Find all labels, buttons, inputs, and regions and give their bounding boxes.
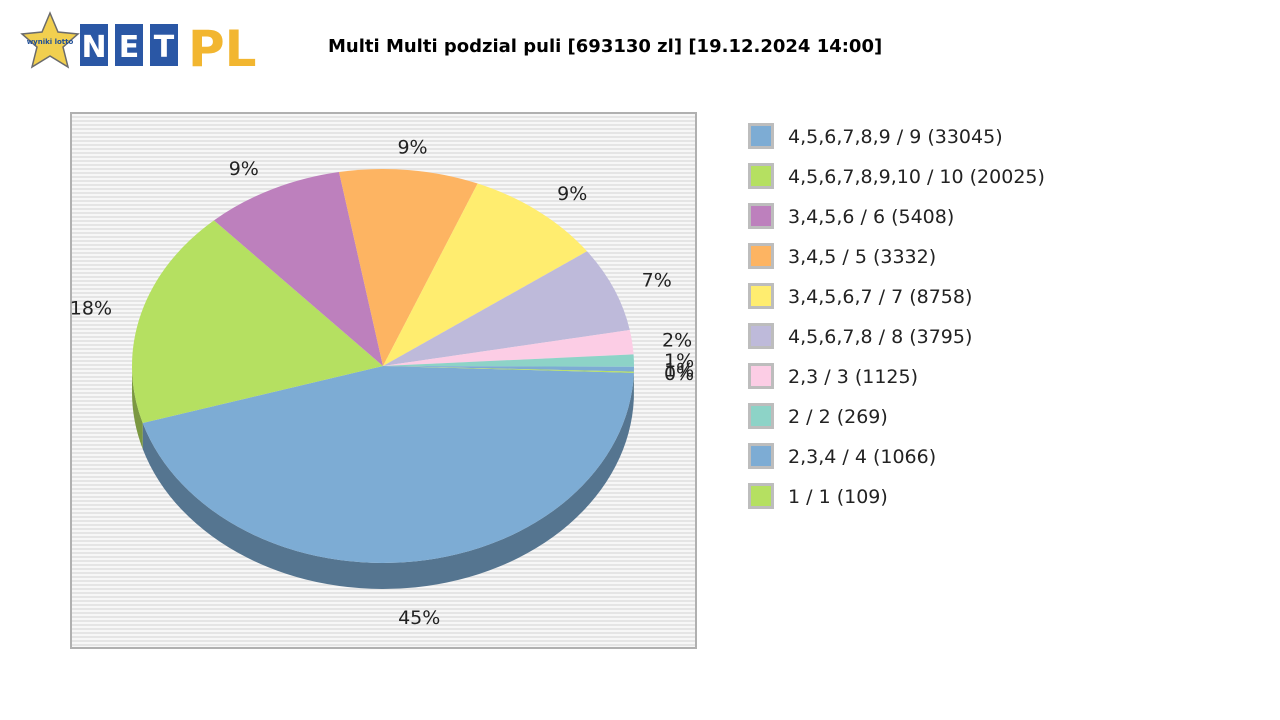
legend-label: 3,4,5,6,7 / 7 (8758)	[788, 286, 973, 308]
pie-slices	[131, 168, 635, 564]
pie-pct-label: 2%	[662, 329, 692, 351]
pie-depth	[132, 366, 634, 590]
legend-label: 3,4,5 / 5 (3332)	[788, 246, 937, 268]
pie-pct-label: 9%	[557, 183, 587, 205]
legend-item: 4,5,6,7,8,9 / 9 (33045)	[748, 122, 1045, 162]
star-icon	[20, 11, 80, 69]
legend-label: 4,5,6,7,8,9,10 / 10 (20025)	[788, 166, 1045, 188]
pie-labels: 45%18%9%9%9%7%2%1%1%0%	[70, 137, 694, 629]
legend-label: 2 / 2 (269)	[788, 406, 888, 428]
logo-badge-text: wyniki lotto	[27, 38, 74, 46]
pie-pct-label: 9%	[229, 158, 259, 180]
legend-item: 3,4,5,6 / 6 (5408)	[748, 202, 1045, 242]
pie-pct-label: 7%	[642, 270, 672, 292]
pie-pct-label: 0%	[664, 363, 694, 385]
pie-slice-4-5-6-7-8-8-3795	[383, 251, 630, 366]
logo-letter-n: N	[81, 30, 106, 65]
pie-slice-3-4-5-5-3332	[339, 168, 478, 366]
legend-item: 2,3,4 / 4 (1066)	[748, 442, 1045, 482]
legend-swatch	[748, 243, 774, 269]
logo-box-3	[150, 24, 178, 66]
legend-label: 4,5,6,7,8,9 / 9 (33045)	[788, 126, 1003, 148]
legend-item: 3,4,5 / 5 (3332)	[748, 242, 1045, 282]
logo-letter-e: E	[119, 30, 140, 65]
pie-slice-3-4-5-6-7-7-8758	[383, 183, 588, 366]
legend-item: 1 / 1 (109)	[748, 482, 1045, 522]
legend-swatch	[748, 203, 774, 229]
pie-slice-2-3-4-4-1066	[383, 366, 634, 372]
legend-label: 2,3,4 / 4 (1066)	[788, 446, 937, 468]
netpl-logo: wyniki lotto N E T PL	[20, 11, 257, 78]
pie-pct-label: 18%	[70, 297, 112, 319]
legend-swatch	[748, 443, 774, 469]
legend-swatch	[748, 163, 774, 189]
legend-label: 3,4,5,6 / 6 (5408)	[788, 206, 955, 228]
pie-slice-4-5-6-7-8-9-10-10-20025	[131, 220, 383, 423]
legend-swatch	[748, 363, 774, 389]
legend-item: 3,4,5,6,7 / 7 (8758)	[748, 282, 1045, 322]
pie-slice-1-1-109	[383, 366, 634, 373]
legend-label: 1 / 1 (109)	[788, 486, 888, 508]
legend-label: 4,5,6,7,8 / 8 (3795)	[788, 326, 973, 348]
pie-slice-2-3-3-1125	[383, 329, 634, 366]
pie-slice-4-5-6-7-8-9-9-33045	[142, 366, 634, 564]
legend-item: 2,3 / 3 (1125)	[748, 362, 1045, 402]
chart-title: Multi Multi podzial puli [693130 zl] [19…	[328, 36, 883, 57]
logo-suffix: PL	[188, 20, 257, 78]
legend-swatch	[748, 403, 774, 429]
logo-letter-t: T	[154, 30, 175, 65]
pie-pct-label: 1%	[664, 350, 694, 372]
legend-label: 2,3 / 3 (1125)	[788, 366, 919, 388]
pie-slice-3-4-5-6-6-5408	[213, 172, 383, 366]
pie-depth-2	[132, 366, 143, 449]
legend: 4,5,6,7,8,9 / 9 (33045) 4,5,6,7,8,9,10 / …	[748, 122, 1045, 522]
pie-pct-label: 9%	[397, 137, 427, 159]
legend-swatch	[748, 323, 774, 349]
pie-pct-label: 1%	[664, 360, 694, 382]
logo-box-1	[80, 24, 108, 66]
legend-swatch	[748, 283, 774, 309]
pie-pct-label: 45%	[398, 607, 440, 629]
logo-box-2	[115, 24, 143, 66]
legend-swatch	[748, 123, 774, 149]
legend-item: 4,5,6,7,8 / 8 (3795)	[748, 322, 1045, 362]
legend-item: 2 / 2 (269)	[748, 402, 1045, 442]
pie-slice-2-2-269	[383, 354, 635, 367]
legend-item: 4,5,6,7,8,9,10 / 10 (20025)	[748, 162, 1045, 202]
pie-chart: 45%18%9%9%9%7%2%1%1%0%	[70, 112, 697, 649]
legend-swatch	[748, 483, 774, 509]
